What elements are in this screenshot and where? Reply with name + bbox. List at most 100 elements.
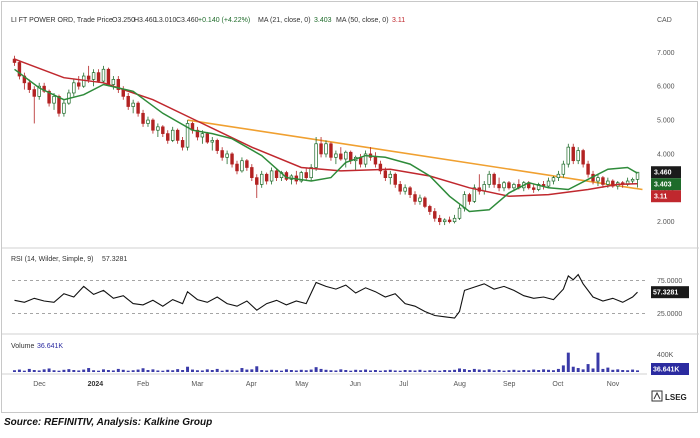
price-badge-bg	[651, 190, 681, 203]
volume-legend-value: 36.641K	[37, 343, 63, 350]
volume-bar	[27, 368, 31, 372]
volume-bar	[131, 370, 135, 372]
candle-body	[334, 153, 338, 158]
volume-bar	[626, 370, 630, 372]
candle	[507, 181, 511, 190]
price-tick-label: 4.000	[657, 151, 675, 158]
volume-bar	[265, 370, 269, 372]
candle-body	[586, 163, 590, 175]
volume-bar	[235, 370, 239, 372]
candle-body	[383, 170, 388, 178]
candle	[635, 171, 640, 188]
price-badge-text: 3.11	[654, 194, 667, 201]
candle	[373, 152, 378, 168]
volume-bar	[12, 370, 16, 372]
volume-bar	[393, 370, 397, 372]
candle-body	[497, 184, 501, 189]
price-badge: 3.460	[651, 166, 681, 179]
candle	[388, 170, 392, 185]
price-pane	[12, 55, 643, 226]
candle	[531, 184, 536, 193]
candle-body	[502, 182, 506, 189]
candle	[541, 181, 546, 190]
candle	[77, 76, 81, 90]
candle	[423, 196, 427, 209]
candle-body	[126, 96, 130, 107]
volume-pane: 400K 36.641K	[12, 352, 689, 375]
candle-body	[250, 167, 254, 178]
volume-bar	[611, 369, 615, 372]
volume-bar	[383, 370, 387, 372]
volume-bar	[472, 368, 476, 372]
volume-bar	[354, 369, 358, 372]
candle-body	[170, 129, 175, 141]
volume-bar	[250, 369, 254, 372]
volume-bar	[240, 368, 244, 372]
volume-bar	[547, 369, 551, 372]
volume-bar	[532, 369, 536, 372]
volume-bar	[443, 370, 447, 372]
candle	[358, 153, 363, 168]
volume-bar	[616, 369, 620, 372]
candle	[442, 218, 447, 226]
volume-bar	[364, 369, 368, 372]
volume-bar	[502, 370, 506, 372]
lseg-logo-text: LSEG	[665, 393, 687, 402]
candle-body	[581, 150, 585, 165]
candle	[447, 216, 452, 224]
volume-badge-text: 36.641K	[653, 367, 679, 374]
candle	[185, 120, 190, 151]
candle	[324, 140, 328, 158]
candle-body	[161, 126, 165, 134]
source-caption: Source: REFINITIV, Analysis: Kalkine Gro…	[4, 417, 213, 428]
volume-bar	[151, 369, 155, 372]
volume-bar	[433, 370, 437, 372]
candle-body	[472, 187, 477, 202]
volume-bar	[215, 368, 219, 372]
volume-bar	[601, 368, 605, 372]
volume-bar	[576, 368, 580, 372]
candle	[497, 177, 501, 192]
candle-body	[418, 197, 422, 202]
volume-bar	[566, 352, 570, 372]
candle-body	[319, 143, 323, 155]
volume-bar	[72, 370, 76, 372]
ma21-line	[14, 68, 638, 213]
volume-bar	[344, 370, 348, 372]
volume-bar	[106, 370, 110, 372]
candle	[487, 170, 491, 188]
volume-bar	[388, 369, 392, 372]
candle	[299, 170, 303, 183]
candle-body	[146, 119, 150, 124]
volume-bar	[230, 370, 234, 372]
candle-body	[42, 85, 46, 92]
candle-body	[200, 133, 205, 138]
candle-body	[438, 217, 442, 223]
volume-bar	[101, 369, 105, 372]
volume-bar	[591, 368, 595, 372]
candle	[141, 109, 145, 127]
volume-bar	[156, 370, 160, 372]
time-tick-label: Sep	[503, 381, 516, 388]
ohlc-change: +0.140 (+4.22%)	[198, 17, 250, 24]
candle	[255, 174, 259, 198]
candle-body	[309, 167, 313, 178]
candle-body	[225, 153, 229, 158]
candle	[482, 181, 486, 195]
time-tick-label: May	[295, 381, 309, 388]
volume-bar	[220, 370, 224, 372]
candle	[477, 174, 482, 195]
volume-bar	[275, 370, 279, 372]
candle	[12, 55, 17, 66]
candle	[403, 184, 407, 195]
candle-body	[141, 112, 145, 124]
candle	[245, 159, 249, 171]
candle	[235, 160, 239, 175]
candle	[561, 160, 566, 178]
rsi-legend-label: RSI (14, Wilder, Simple, 9)	[11, 256, 93, 263]
candle-body	[428, 206, 432, 212]
volume-bar	[403, 370, 407, 372]
lseg-logo: LSEG	[651, 390, 687, 402]
price-chart-svg: LI FT POWER ORD, Trade Price O3.250 H3.4…	[2, 17, 699, 402]
candle-body	[531, 187, 536, 190]
